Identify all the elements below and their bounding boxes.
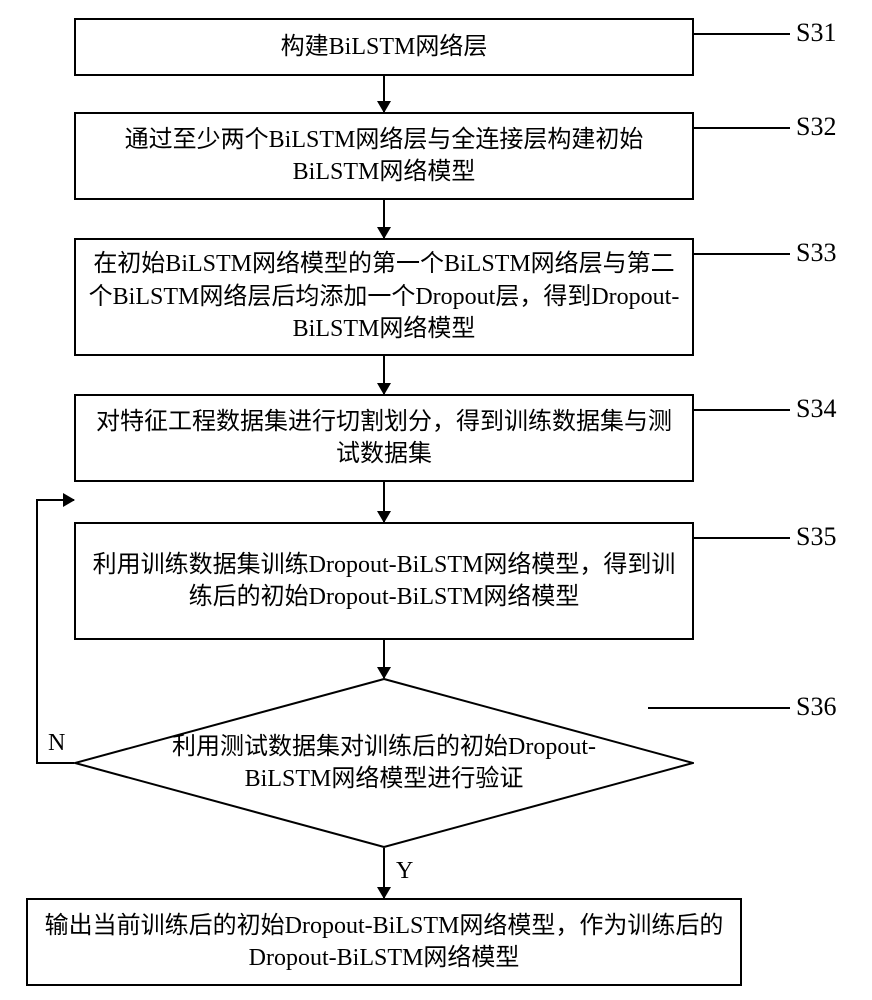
label-s36: S36 bbox=[796, 692, 836, 722]
flowchart-canvas: 构建BiLSTM网络层 通过至少两个BiLSTM网络层与全连接层构建初始BiLS… bbox=[0, 0, 872, 1000]
step-s35: 利用训练数据集训练Dropout-BiLSTM网络模型，得到训练后的初始Drop… bbox=[74, 522, 694, 640]
leader-s36 bbox=[648, 707, 790, 709]
arrow-s33-s34 bbox=[383, 356, 385, 394]
label-s31: S31 bbox=[796, 18, 836, 48]
leader-s32 bbox=[694, 127, 790, 129]
step-s34: 对特征工程数据集进行切割划分，得到训练数据集与测试数据集 bbox=[74, 394, 694, 482]
label-s32: S32 bbox=[796, 112, 836, 142]
leader-s34 bbox=[694, 409, 790, 411]
step-s35-text: 利用训练数据集训练Dropout-BiLSTM网络模型，得到训练后的初始Drop… bbox=[86, 549, 682, 614]
step-s33-text: 在初始BiLSTM网络模型的第一个BiLSTM网络层与第二个BiLSTM网络层后… bbox=[86, 248, 682, 345]
step-s37-text: 输出当前训练后的初始Dropout-BiLSTM网络模型，作为训练后的Dropo… bbox=[38, 910, 730, 975]
loop-h1 bbox=[36, 762, 74, 764]
decision-s36-text: 利用测试数据集对训练后的初始Dropout-BiLSTM网络模型进行验证 bbox=[144, 731, 624, 796]
loop-v bbox=[36, 499, 38, 764]
arrow-s32-s33 bbox=[383, 200, 385, 238]
arrow-s31-s32 bbox=[383, 76, 385, 112]
leader-s35 bbox=[694, 537, 790, 539]
step-s37: 输出当前训练后的初始Dropout-BiLSTM网络模型，作为训练后的Dropo… bbox=[26, 898, 742, 986]
branch-y: Y bbox=[396, 858, 413, 885]
step-s31: 构建BiLSTM网络层 bbox=[74, 18, 694, 76]
arrow-s36-s37 bbox=[383, 848, 385, 898]
leader-s33 bbox=[694, 253, 790, 255]
step-s32-text: 通过至少两个BiLSTM网络层与全连接层构建初始BiLSTM网络模型 bbox=[86, 124, 682, 189]
arrow-s34-s35 bbox=[383, 482, 385, 522]
step-s32: 通过至少两个BiLSTM网络层与全连接层构建初始BiLSTM网络模型 bbox=[74, 112, 694, 200]
step-s31-text: 构建BiLSTM网络层 bbox=[281, 31, 488, 63]
decision-s36: 利用测试数据集对训练后的初始Dropout-BiLSTM网络模型进行验证 bbox=[74, 678, 694, 848]
branch-n: N bbox=[48, 730, 65, 757]
arrow-s35-s36 bbox=[383, 640, 385, 678]
leader-s31 bbox=[694, 33, 790, 35]
step-s33: 在初始BiLSTM网络模型的第一个BiLSTM网络层与第二个BiLSTM网络层后… bbox=[74, 238, 694, 356]
label-s33: S33 bbox=[796, 238, 836, 268]
label-s34: S34 bbox=[796, 394, 836, 424]
step-s34-text: 对特征工程数据集进行切割划分，得到训练数据集与测试数据集 bbox=[86, 406, 682, 471]
loop-h2 bbox=[36, 499, 74, 501]
label-s35: S35 bbox=[796, 522, 836, 552]
